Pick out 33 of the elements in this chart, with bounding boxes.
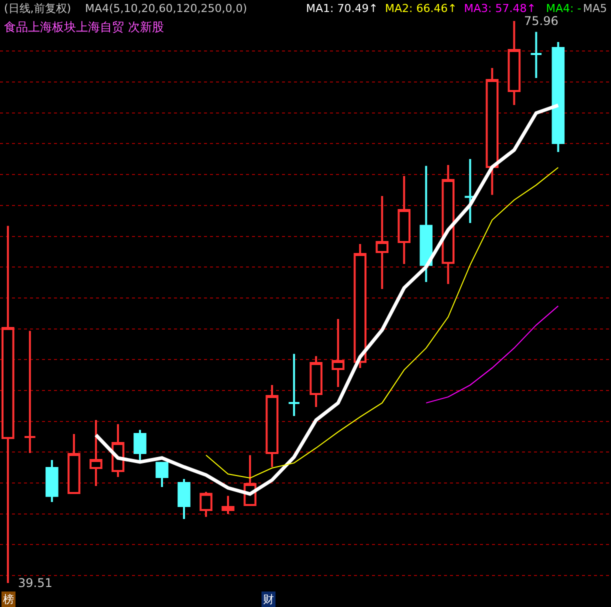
candlestick [288,352,300,418]
candlestick [332,318,344,388]
candlestick [376,195,388,290]
annotation: 食品上海板块上海自贸 次新股 [4,20,164,34]
text: MA1: 70.49↑ [306,2,378,15]
candlestick [24,330,36,454]
candlestick [420,164,433,284]
annotation: 39.51 [18,576,52,590]
candlestick [508,20,521,106]
candlestick [486,67,499,196]
candlestick [398,174,410,265]
candlestick [530,30,543,80]
candlestick [442,164,455,286]
text: MA3: 57.48↑ [464,2,536,15]
candlestick [222,494,234,515]
candlestick [310,355,322,408]
candlestick [552,40,565,154]
text: MA2: 66.46↑ [385,2,457,15]
chart-subtitle: MA4(5,10,20,60,120,250,0,0) [85,2,248,15]
chart-title: (日线,前复权) [4,2,72,15]
text: 财 [263,593,274,606]
annotation: 75.96 [524,14,558,28]
candlestick [200,490,212,518]
candlestick [266,384,278,468]
candlestick [90,419,102,488]
candlestick [354,242,366,369]
candlestick [156,461,168,488]
legend-label: MA4: - [546,2,582,15]
candlestick [68,432,80,494]
candlestick [46,459,58,503]
text: 榜 [3,593,14,606]
candlestick [178,478,190,520]
legend-label: MA5 [583,2,608,15]
